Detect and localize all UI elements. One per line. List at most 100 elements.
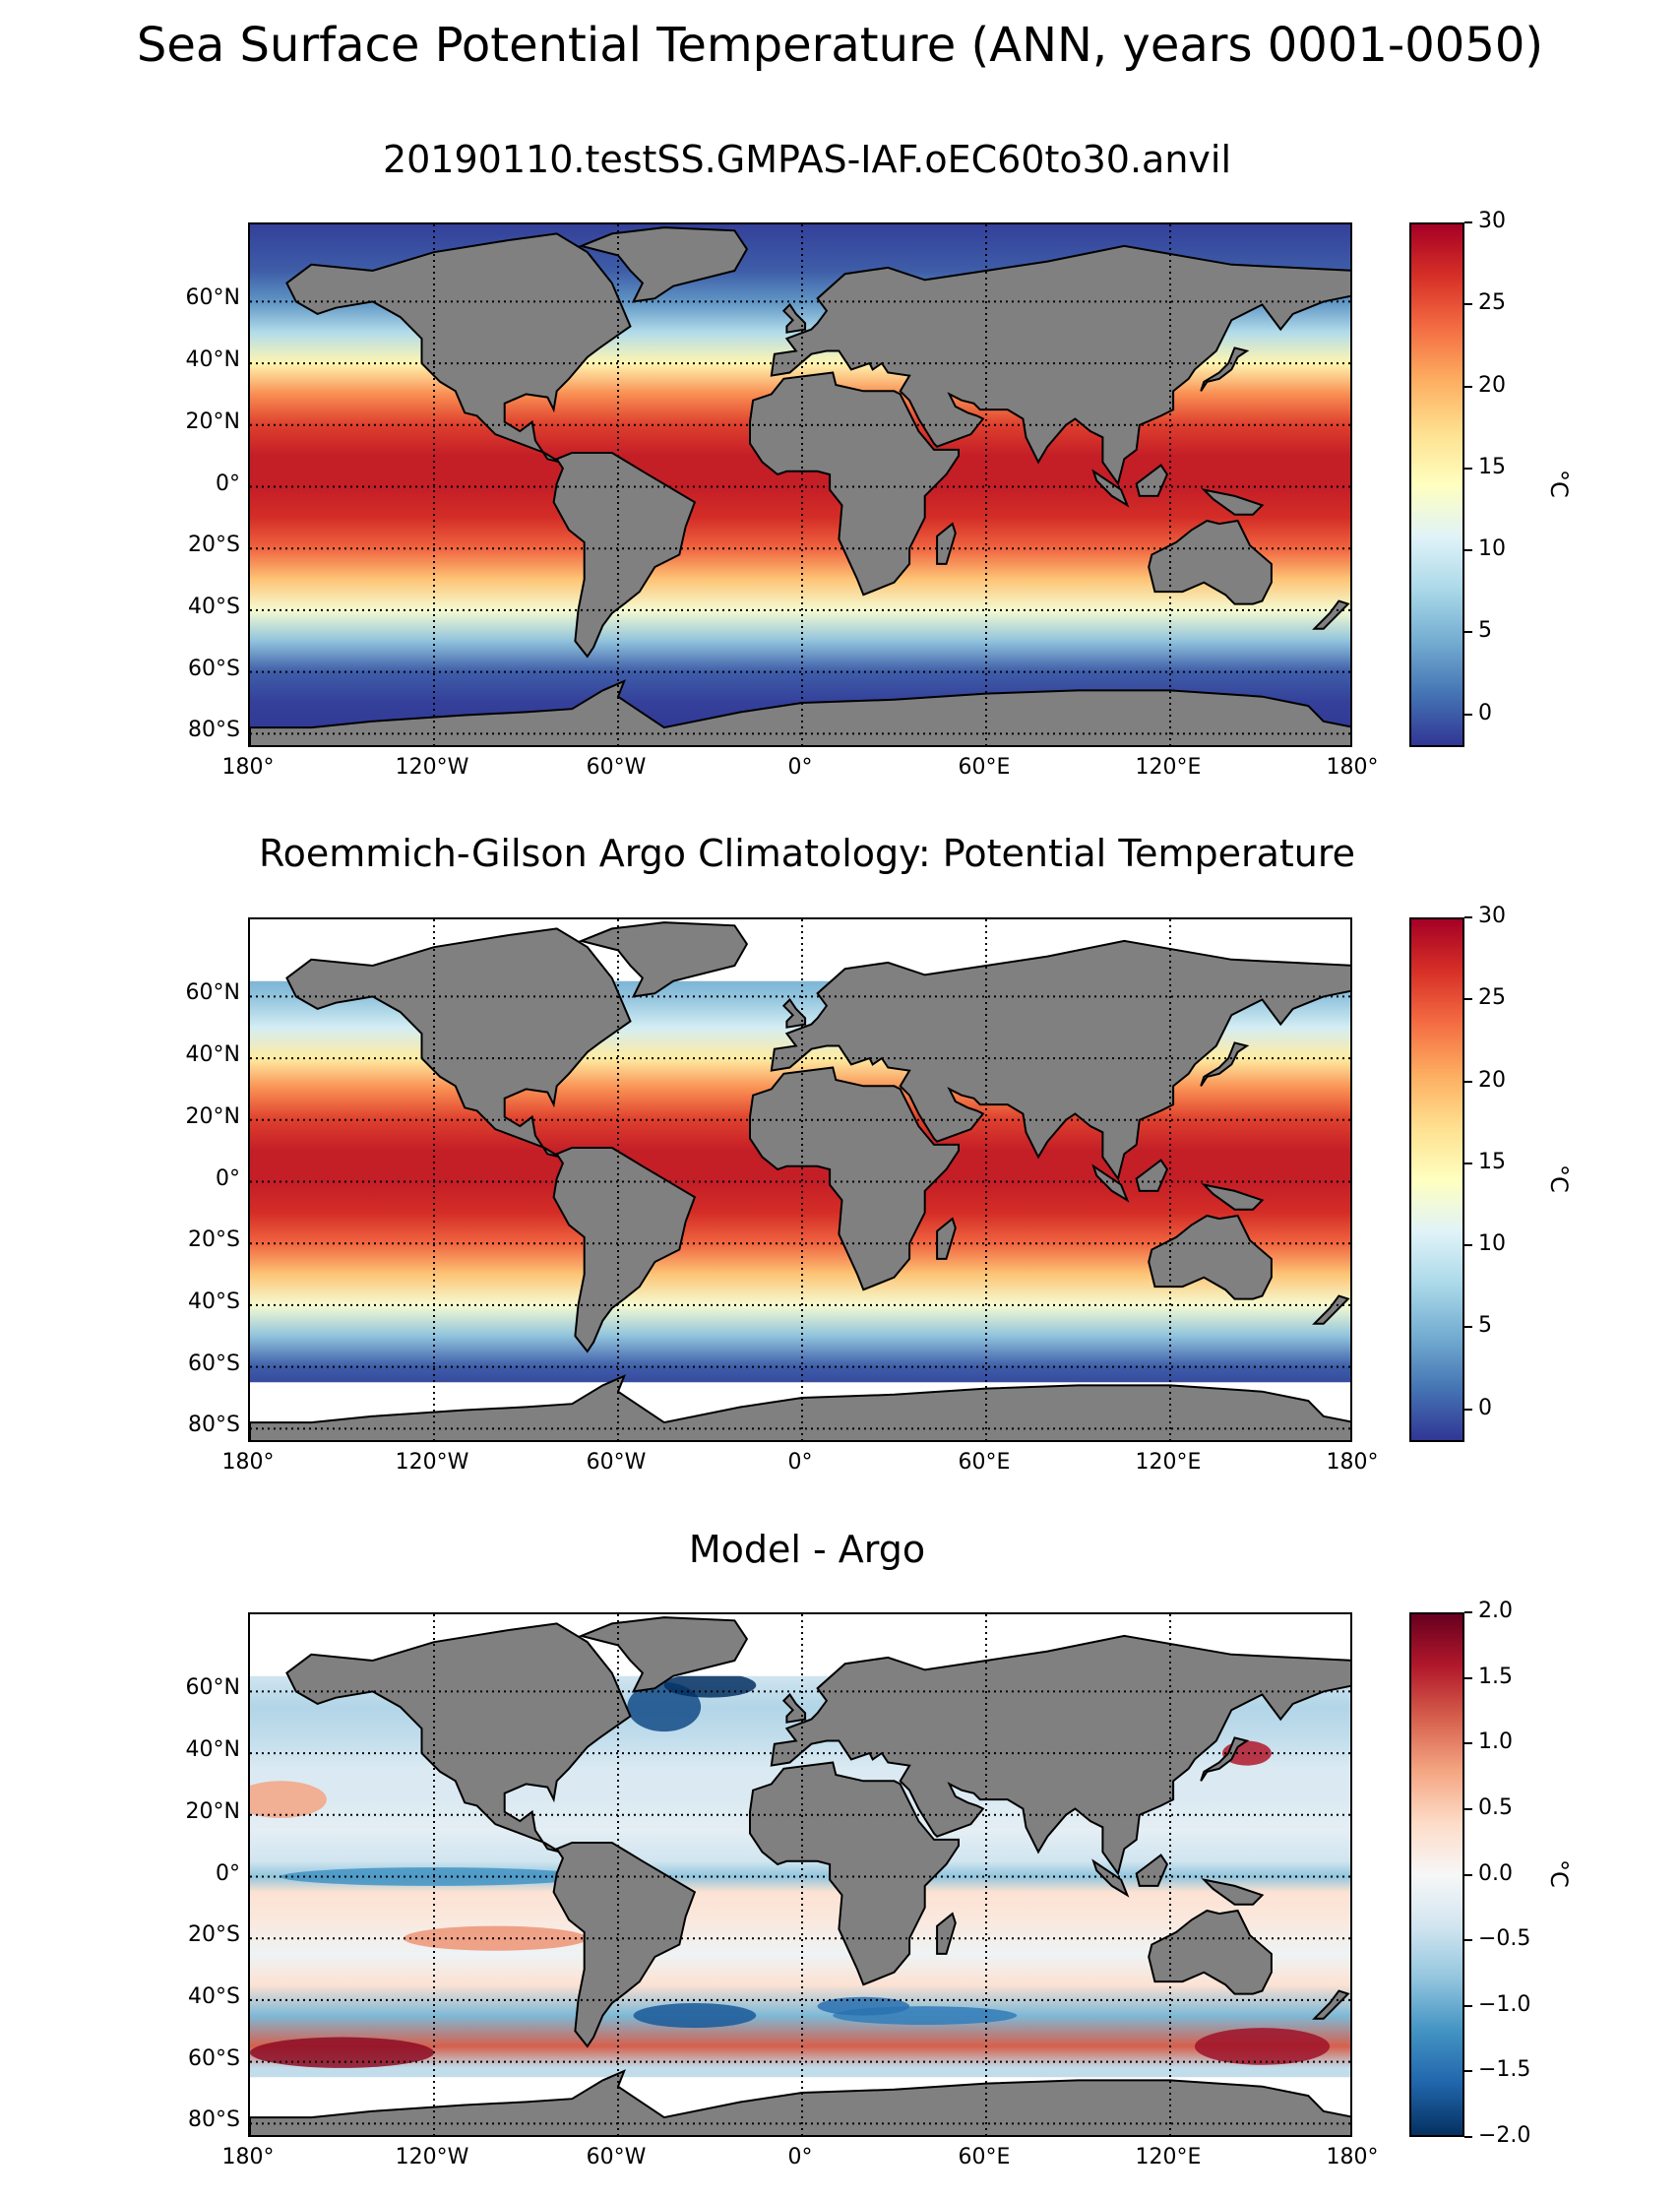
anomaly-blob <box>1194 2028 1331 2065</box>
anomaly-blob <box>663 1675 757 1698</box>
colorbar-tick <box>1464 1408 1472 1411</box>
colorbar-tick-label: 2.0 <box>1478 1599 1513 1623</box>
land-japan <box>1200 346 1250 392</box>
land-north-america <box>285 232 632 464</box>
colorbar-tick-label: 10 <box>1478 1231 1506 1257</box>
land-madagascar <box>936 1217 957 1260</box>
land-borneo <box>1135 1159 1169 1192</box>
land-africa <box>749 371 960 597</box>
xtick-label: 0° <box>787 755 813 780</box>
land-japan <box>1200 1736 1250 1782</box>
ytick-label: 60°S <box>188 1351 240 1376</box>
land-australia <box>1148 1909 1273 1995</box>
colorbar-tick <box>1464 385 1472 388</box>
land-eurasia <box>770 939 1350 1181</box>
colorbar-tick <box>1464 1080 1472 1083</box>
land-eurasia <box>770 1634 1350 1876</box>
land-sumatra <box>1091 1163 1130 1203</box>
colorbar-tick <box>1464 1244 1472 1247</box>
ytick-label: 60°S <box>188 2045 240 2071</box>
land-greenland <box>578 921 749 998</box>
xtick-label: 120°W <box>395 755 469 780</box>
colorbar-tick <box>1464 2136 1472 2138</box>
colorbar-tick-label: −1.0 <box>1478 1991 1531 2017</box>
land-new-guinea <box>1201 1182 1265 1211</box>
panel2-map <box>248 917 1352 1442</box>
colorbar-tick-label: 30 <box>1478 904 1506 928</box>
colorbar-unit-label: °C <box>1545 469 1573 498</box>
colorbar-tick <box>1464 549 1472 552</box>
colorbar-tick-label: −2.0 <box>1478 2123 1531 2148</box>
anomaly-blob <box>817 1996 910 2016</box>
xtick-label: 60°W <box>586 755 647 780</box>
colorbar-tick-label: −1.5 <box>1478 2057 1531 2083</box>
anomaly-blob <box>633 2003 757 2029</box>
colorbar-tick-label: −0.5 <box>1478 1926 1531 1952</box>
ytick-label: 20°N <box>185 409 240 434</box>
xtick-label: 180° <box>221 1450 275 1475</box>
colorbar-tick <box>1464 631 1472 634</box>
colorbar-tick <box>1464 916 1472 918</box>
ytick-label: 60°N <box>185 980 240 1006</box>
panel3-svg <box>250 1614 1350 2135</box>
land-uk <box>781 302 807 334</box>
xtick-label: 60°E <box>958 755 1011 780</box>
panel3-map <box>248 1612 1352 2137</box>
colorbar-tick <box>1464 2070 1472 2073</box>
land-borneo <box>1135 464 1169 497</box>
ytick-label: 60°N <box>185 285 240 311</box>
colorbar-tick-label: 25 <box>1478 985 1506 1011</box>
ytick-label: 40°S <box>188 1983 240 2009</box>
colorbar-tick-label: 0 <box>1478 1395 1492 1420</box>
ytick-label: 80°S <box>188 1413 240 1438</box>
colorbar-tick-label: 15 <box>1478 454 1506 479</box>
ytick-label: 0° <box>216 1165 240 1191</box>
colorbar-tick <box>1464 1162 1472 1164</box>
colorbar-tick <box>1464 467 1472 470</box>
panel3-colorbar <box>1409 1612 1464 2137</box>
land-eurasia <box>770 244 1350 486</box>
land-new-guinea <box>1201 1877 1265 1906</box>
colorbar-unit-label: °C <box>1545 1858 1573 1888</box>
ytick-label: 20°S <box>188 1227 240 1253</box>
land-uk <box>781 1692 807 1724</box>
colorbar-tick-label: 1.5 <box>1478 1664 1513 1689</box>
land-new-zealand <box>1312 599 1350 630</box>
ytick-label: 60°N <box>185 1675 240 1701</box>
panel2-svg <box>250 919 1350 1440</box>
xtick-label: 120°W <box>395 2145 469 2169</box>
colorbar-tick-label: 1.0 <box>1478 1729 1513 1755</box>
panel3-title: Model - Argo <box>688 1528 926 1571</box>
xtick-label: 0° <box>787 1450 813 1475</box>
ytick-label: 80°S <box>188 718 240 743</box>
colorbar-tick <box>1464 1742 1472 1745</box>
colorbar-tick-label: 30 <box>1478 209 1506 233</box>
land-antarctica <box>250 1374 1350 1440</box>
colorbar-tick-label: 5 <box>1478 1313 1492 1339</box>
ytick-label: 20°N <box>185 1103 240 1129</box>
land-antarctica <box>250 2069 1350 2135</box>
ytick-label: 60°S <box>188 656 240 681</box>
ytick-label: 40°S <box>188 594 240 619</box>
land-africa <box>749 1761 960 1986</box>
ytick-label: 0° <box>216 1860 240 1886</box>
xtick-label: 120°E <box>1135 755 1202 780</box>
colorbar-tick-label: 25 <box>1478 290 1506 316</box>
panel2-colorbar <box>1409 917 1464 1442</box>
xtick-label: 120°E <box>1135 1450 1202 1475</box>
ytick-label: 40°N <box>185 347 240 373</box>
panel2-title: Roemmich-Gilson Argo Climatology: Potent… <box>258 832 1356 875</box>
panel1-colorbar <box>1409 222 1464 747</box>
land-north-america <box>285 927 632 1159</box>
land-sumatra <box>1091 469 1130 508</box>
xtick-label: 120°E <box>1135 2145 1202 2169</box>
xtick-label: 180° <box>1326 2145 1379 2169</box>
colorbar-tick-label: 0 <box>1478 700 1492 725</box>
land-greenland <box>578 1616 749 1693</box>
colorbar-tick <box>1464 998 1472 1001</box>
land-greenland <box>578 226 749 303</box>
land-madagascar <box>936 1912 957 1955</box>
land-australia <box>1148 519 1273 605</box>
colorbar-tick-label: 20 <box>1478 1067 1506 1093</box>
land-new-zealand <box>1312 1989 1350 2020</box>
